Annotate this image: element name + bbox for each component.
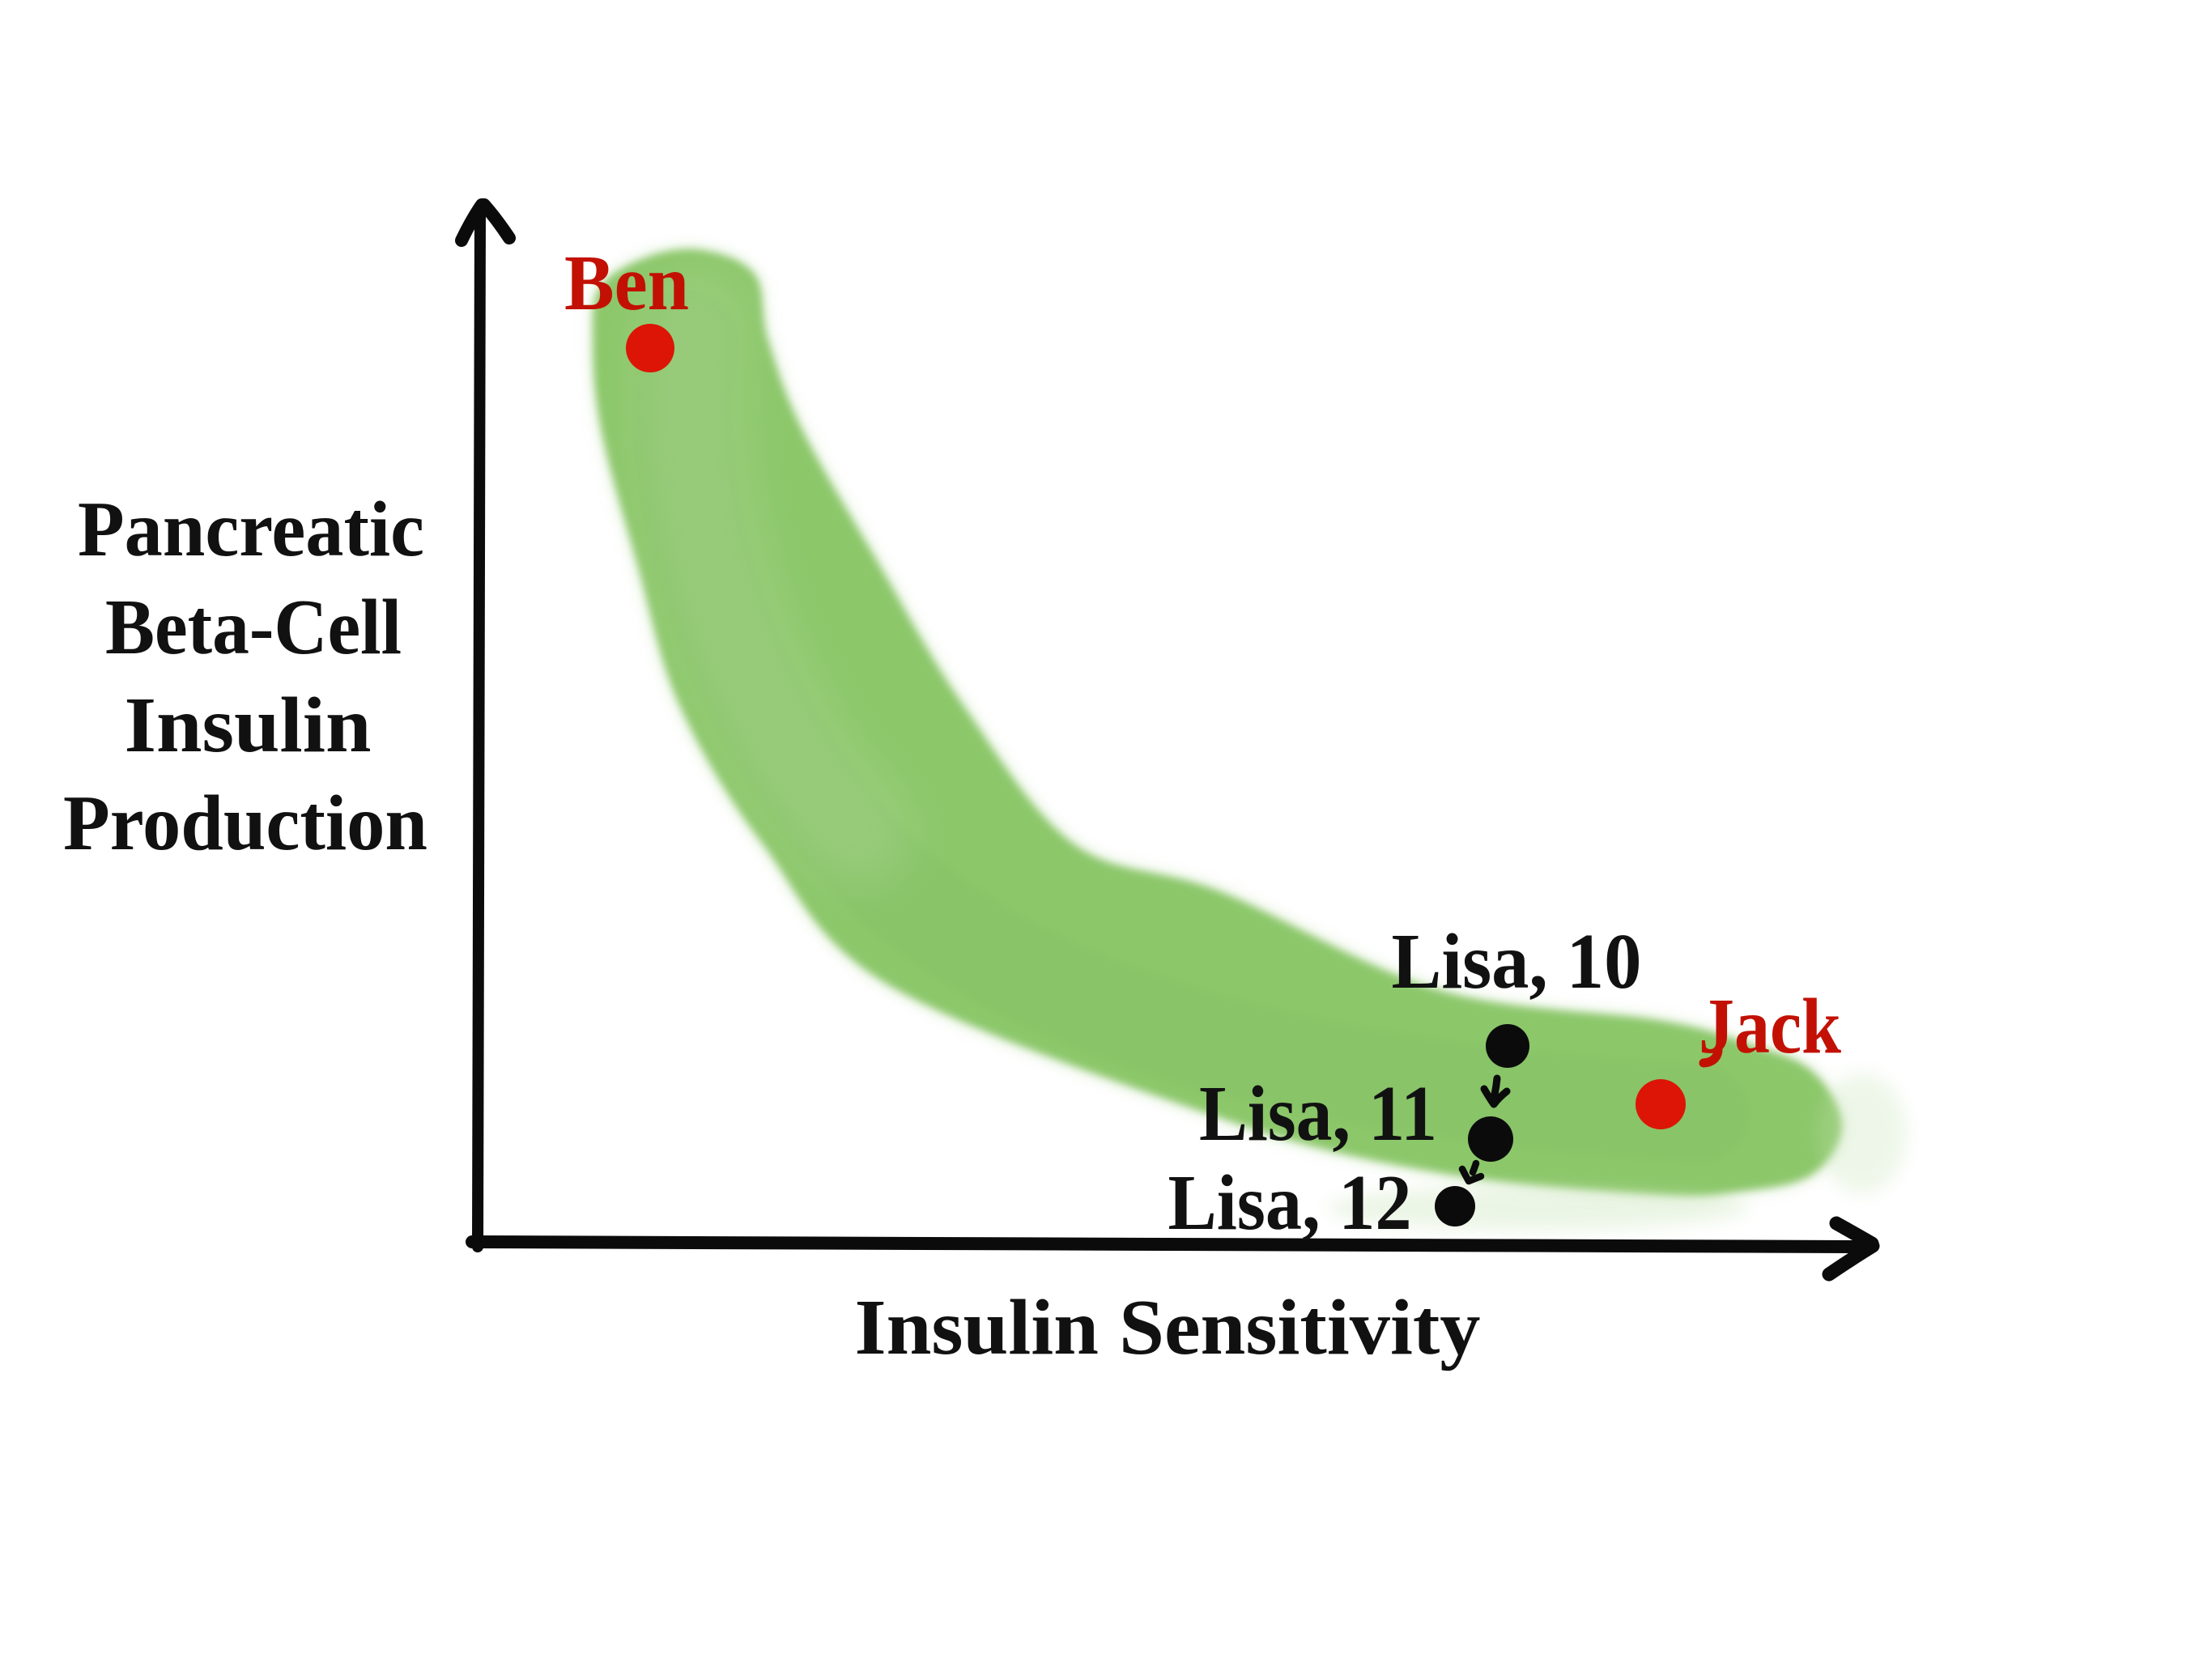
svg-text:Ben: Ben — [564, 240, 689, 326]
svg-text:Production: Production — [63, 780, 428, 866]
svg-text:Jack: Jack — [1699, 983, 1841, 1069]
svg-text:Lisa, 11: Lisa, 11 — [1199, 1070, 1437, 1157]
svg-text:Insulin: Insulin — [125, 682, 372, 768]
svg-text:Beta-Cell: Beta-Cell — [105, 584, 402, 670]
svg-text:Lisa, 12: Lisa, 12 — [1168, 1159, 1412, 1246]
svg-text:Insulin Sensitivity: Insulin Sensitivity — [855, 1284, 1481, 1371]
svg-text:Lisa, 10: Lisa, 10 — [1392, 918, 1642, 1005]
svg-text:Pancreatic: Pancreatic — [78, 486, 424, 572]
